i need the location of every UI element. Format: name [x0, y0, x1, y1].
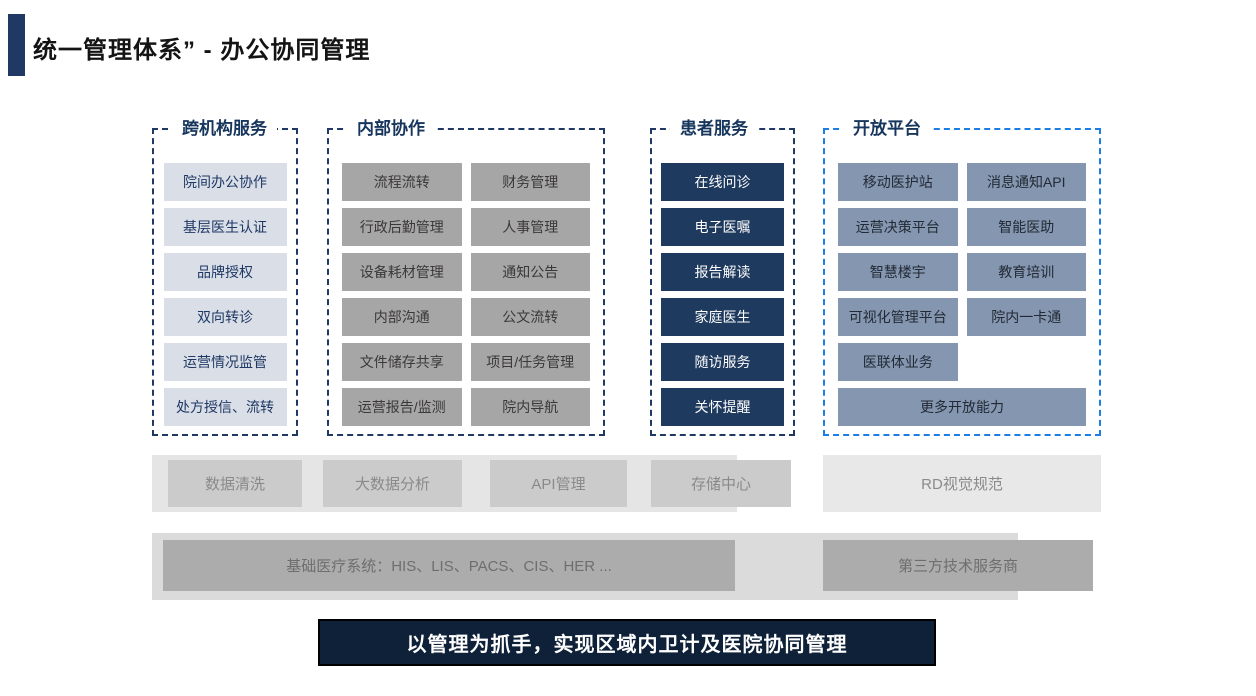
item-row: 可视化管理平台 院内一卡通	[825, 298, 1099, 336]
item-box: 设备耗材管理	[342, 253, 462, 291]
item-box: 随访服务	[661, 343, 784, 381]
item-row: 流程流转 财务管理	[329, 163, 603, 201]
item-box: 院间办公协作	[163, 163, 287, 201]
platform-box: 数据清洗	[168, 460, 302, 507]
item-box: 财务管理	[470, 163, 590, 201]
item-box: 移动医护站	[838, 163, 958, 201]
empty-cell	[967, 343, 1087, 381]
item-box: 运营情况监管	[163, 343, 287, 381]
page-title: 统一管理体系” - 办公协同管理	[33, 37, 371, 64]
item-box: 在线问诊	[661, 163, 784, 201]
item-box: 流程流转	[342, 163, 462, 201]
item-box: 可视化管理平台	[838, 298, 958, 336]
group-body: 流程流转 财务管理 行政后勤管理 人事管理 设备耗材管理 通知公告 内部沟通 公…	[329, 130, 603, 434]
base-medical-systems-box: 基础医疗系统：HIS、LIS、PACS、CIS、HER ...	[163, 540, 735, 591]
item-row: 更多开放能力	[825, 388, 1099, 426]
item-box: 文件储存共享	[342, 343, 462, 381]
group-patient-services: 患者服务 在线问诊 电子医嘱 报告解读 家庭医生 随访服务 关怀提醒	[650, 116, 795, 436]
item-box: 智能医助	[966, 208, 1086, 246]
base-layer: 基础医疗系统：HIS、LIS、PACS、CIS、HER ... 第三方技术服务商	[152, 533, 1102, 600]
group-cross-org-services: 跨机构服务 院间办公协作 基层医生认证 品牌授权 双向转诊 运营情况监管 处方授…	[152, 116, 298, 436]
platform-layer: 数据清洗 大数据分析 API管理 存储中心	[152, 455, 802, 512]
item-box: 运营报告/监测	[342, 388, 462, 426]
item-box: 消息通知API	[966, 163, 1086, 201]
platform-box: API管理	[490, 460, 627, 507]
third-party-vendors-box: 第三方技术服务商	[823, 540, 1093, 591]
item-box: 处方授信、流转	[163, 388, 287, 426]
item-box: 公文流转	[470, 298, 590, 336]
item-row: 医联体业务	[825, 343, 1099, 381]
group-body: 院间办公协作 基层医生认证 品牌授权 双向转诊 运营情况监管 处方授信、流转	[154, 130, 296, 434]
item-row: 运营决策平台 智能医助	[825, 208, 1099, 246]
item-box: 项目/任务管理	[470, 343, 590, 381]
item-box: 行政后勤管理	[342, 208, 462, 246]
item-box: 院内导航	[470, 388, 590, 426]
platform-box: 存储中心	[651, 460, 791, 507]
item-box: 更多开放能力	[838, 388, 1086, 426]
item-box: 院内一卡通	[966, 298, 1086, 336]
group-body: 移动医护站 消息通知API 运营决策平台 智能医助 智慧楼宇 教育培训 可视化管…	[825, 130, 1099, 434]
item-row: 文件储存共享 项目/任务管理	[329, 343, 603, 381]
item-box: 家庭医生	[661, 298, 784, 336]
item-row: 智慧楼宇 教育培训	[825, 253, 1099, 291]
item-box: 基层医生认证	[163, 208, 287, 246]
platform-box: 大数据分析	[323, 460, 462, 507]
group-open-platform: 开放平台 移动医护站 消息通知API 运营决策平台 智能医助 智慧楼宇 教育培训…	[823, 116, 1101, 436]
item-box: 品牌授权	[163, 253, 287, 291]
item-box: 教育培训	[966, 253, 1086, 291]
item-box: 通知公告	[470, 253, 590, 291]
group-header: 开放平台	[843, 116, 931, 142]
item-row: 移动医护站 消息通知API	[825, 163, 1099, 201]
group-header: 患者服务	[670, 116, 758, 142]
title-accent-bar	[8, 14, 25, 76]
group-internal-collaboration: 内部协作 流程流转 财务管理 行政后勤管理 人事管理 设备耗材管理 通知公告 内…	[327, 116, 605, 436]
item-box: 运营决策平台	[838, 208, 958, 246]
item-box: 智慧楼宇	[838, 253, 958, 291]
item-row: 行政后勤管理 人事管理	[329, 208, 603, 246]
item-row: 内部沟通 公文流转	[329, 298, 603, 336]
item-row: 运营报告/监测 院内导航	[329, 388, 603, 426]
group-header: 内部协作	[347, 116, 435, 142]
group-body: 在线问诊 电子医嘱 报告解读 家庭医生 随访服务 关怀提醒	[652, 130, 793, 434]
item-box: 双向转诊	[163, 298, 287, 336]
item-box: 人事管理	[470, 208, 590, 246]
item-box: 报告解读	[661, 253, 784, 291]
item-box: 关怀提醒	[661, 388, 784, 426]
item-box: 电子医嘱	[661, 208, 784, 246]
summary-banner: 以管理为抓手，实现区域内卫计及医院协同管理	[318, 619, 936, 666]
group-header: 跨机构服务	[172, 116, 277, 142]
item-box: 内部沟通	[342, 298, 462, 336]
item-box: 医联体业务	[838, 343, 958, 381]
item-row: 设备耗材管理 通知公告	[329, 253, 603, 291]
rd-visual-spec-band: RD视觉规范	[823, 455, 1101, 512]
